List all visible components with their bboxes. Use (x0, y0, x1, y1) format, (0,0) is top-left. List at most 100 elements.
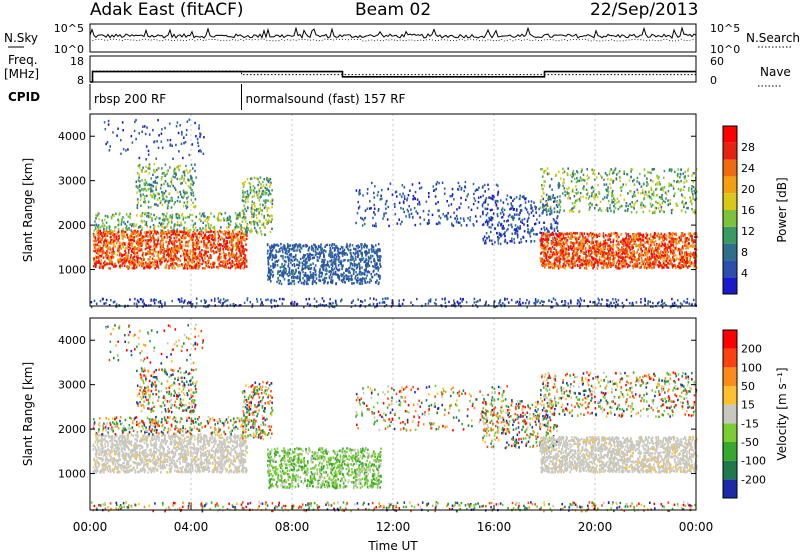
power-cell (123, 232, 125, 234)
power-cell (146, 145, 148, 147)
power-cell (178, 249, 180, 251)
power-cell (302, 262, 304, 264)
power-cell (179, 224, 181, 226)
power-cell (189, 154, 191, 156)
power-cell (165, 267, 167, 269)
power-cell (207, 242, 209, 244)
power-cell (385, 208, 387, 210)
power-cell (149, 133, 151, 135)
power-cell (546, 241, 548, 243)
power-cell (204, 235, 206, 237)
power-cell (333, 272, 335, 274)
power-cell (228, 252, 230, 254)
power-cell (192, 254, 194, 256)
power-cell (202, 237, 204, 239)
power-cell (164, 232, 166, 234)
power-cell (131, 225, 133, 227)
power-cell (171, 145, 173, 147)
power-cell (171, 219, 173, 221)
power-cell (409, 216, 411, 218)
power-cell (482, 195, 484, 197)
power-cell (117, 254, 119, 256)
power-cell (634, 259, 636, 261)
power-cell (679, 251, 681, 253)
power-cell (509, 214, 511, 216)
power-cell (313, 277, 315, 279)
power-cell (142, 167, 144, 169)
power-cell (194, 265, 196, 267)
power-cell (503, 213, 505, 215)
power-cell (464, 186, 466, 188)
power-cell (411, 213, 413, 215)
power-cell (686, 251, 688, 253)
power-cell (117, 128, 119, 130)
power-cell (362, 224, 364, 226)
power-cell (157, 255, 159, 257)
power-cell (237, 239, 239, 241)
power-cell (149, 239, 151, 241)
power-cell (343, 272, 345, 274)
power-cell (208, 231, 210, 233)
power-cell (605, 239, 607, 241)
power-cell (265, 219, 267, 221)
power-cell (167, 236, 169, 238)
power-cell (247, 200, 249, 202)
power-cell (664, 250, 666, 252)
power-cell (293, 280, 295, 282)
power-cell (161, 141, 163, 143)
power-cell (557, 251, 559, 253)
power-cell (316, 253, 318, 255)
power-cell (306, 281, 308, 283)
power-cell (373, 249, 375, 251)
power-cell (242, 267, 244, 269)
power-cell (369, 251, 371, 253)
power-cell (106, 222, 108, 224)
power-cell (218, 240, 220, 242)
power-cell (171, 242, 173, 244)
power-cell (244, 181, 246, 183)
power-cell (530, 204, 532, 206)
power-cell (224, 234, 226, 236)
power-cell (218, 212, 220, 214)
power-cell (240, 227, 242, 229)
power-cell (99, 257, 101, 259)
power-cell (100, 262, 102, 264)
power-cell (188, 258, 190, 260)
power-cell (371, 244, 373, 246)
power-cell (323, 267, 325, 269)
power-cell (377, 266, 379, 268)
power-cell (558, 267, 560, 269)
power-cell (149, 183, 151, 185)
power-cell (229, 255, 231, 257)
power-cell (220, 255, 222, 257)
power-cell (181, 176, 183, 178)
power-cell (161, 133, 163, 135)
power-cell (160, 202, 162, 204)
power-cell (168, 241, 170, 243)
power-cell (320, 252, 322, 254)
power-cell (376, 252, 378, 254)
power-cell (282, 249, 284, 251)
power-cell (99, 249, 101, 251)
power-cell (495, 200, 497, 202)
power-cell (235, 260, 237, 262)
power-cell (147, 239, 149, 241)
power-cell (598, 247, 600, 249)
power-cell (275, 249, 277, 251)
power-cell (101, 247, 103, 249)
power-cell (231, 241, 233, 243)
power-cell (347, 260, 349, 262)
power-cell (205, 238, 207, 240)
power-cell (324, 277, 326, 279)
power-cell (124, 250, 126, 252)
power-cell (246, 232, 248, 234)
power-cell (515, 228, 517, 230)
power-cell (346, 268, 348, 270)
power-cell (296, 249, 298, 251)
power-cell (108, 232, 110, 234)
power-cell (151, 253, 153, 255)
power-cell (170, 143, 172, 145)
power-cell (358, 191, 360, 193)
power-cell (315, 248, 317, 250)
power-cell (633, 240, 635, 242)
